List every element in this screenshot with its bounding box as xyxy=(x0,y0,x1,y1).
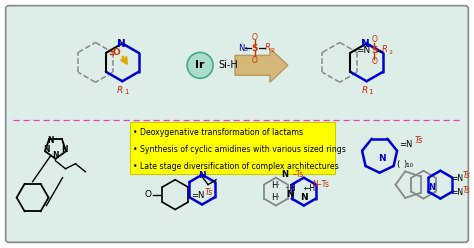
Text: N: N xyxy=(238,44,244,53)
Text: 3: 3 xyxy=(244,47,248,52)
Text: N: N xyxy=(52,151,59,160)
Text: H·: H· xyxy=(272,193,281,202)
Text: 1: 1 xyxy=(368,89,373,95)
Text: N: N xyxy=(282,170,288,179)
Text: O: O xyxy=(252,56,258,65)
Text: =N: =N xyxy=(400,140,413,149)
Text: Ts: Ts xyxy=(414,136,423,145)
Text: O: O xyxy=(145,190,152,199)
Circle shape xyxy=(187,52,213,78)
Text: =N: =N xyxy=(451,174,464,183)
Text: R: R xyxy=(117,86,123,95)
Text: R: R xyxy=(265,43,271,52)
Text: N: N xyxy=(62,145,68,154)
Text: Ts: Ts xyxy=(462,186,470,195)
Text: Ts: Ts xyxy=(205,188,214,197)
Text: =N: =N xyxy=(356,46,371,55)
FancyBboxPatch shape xyxy=(6,6,468,242)
Text: –Ts: –Ts xyxy=(293,170,304,179)
Text: O: O xyxy=(252,33,258,42)
Text: ←H: ←H xyxy=(304,184,316,193)
Text: N: N xyxy=(428,183,435,192)
Text: S: S xyxy=(371,46,377,55)
Text: N: N xyxy=(286,190,294,199)
Text: • Synthesis of cyclic amidines with various sized rings: • Synthesis of cyclic amidines with vari… xyxy=(133,145,346,154)
Text: O: O xyxy=(112,48,120,57)
Text: Si-H: Si-H xyxy=(218,60,238,70)
Text: N: N xyxy=(300,193,308,202)
Text: N: N xyxy=(361,39,370,49)
Text: Ir: Ir xyxy=(195,60,205,70)
FancyBboxPatch shape xyxy=(130,122,335,174)
Text: Ts: Ts xyxy=(462,171,470,180)
Text: 2: 2 xyxy=(388,50,392,55)
Text: R: R xyxy=(362,86,368,95)
Text: 1: 1 xyxy=(124,89,128,95)
Text: 2: 2 xyxy=(271,48,275,53)
Text: N: N xyxy=(117,39,126,49)
Text: O: O xyxy=(371,57,377,66)
Text: ··H: ··H xyxy=(284,184,296,193)
Text: N: N xyxy=(43,145,49,154)
Text: • Late stage diversification of complex architectures: • Late stage diversification of complex … xyxy=(133,162,339,171)
Text: N: N xyxy=(378,154,385,163)
Text: N: N xyxy=(47,135,54,145)
Text: N–Ts: N–Ts xyxy=(312,180,329,189)
Text: R: R xyxy=(382,45,388,54)
Text: • Deoxygenative transformation of lactams: • Deoxygenative transformation of lactam… xyxy=(133,128,303,137)
Text: =N: =N xyxy=(451,188,464,197)
Text: H·: H· xyxy=(272,181,281,190)
Text: N: N xyxy=(198,171,206,180)
Text: )₁₀: )₁₀ xyxy=(403,160,413,169)
Text: O: O xyxy=(371,35,377,44)
Text: =N: =N xyxy=(191,191,204,200)
Text: S: S xyxy=(252,44,258,53)
Text: (: ( xyxy=(396,160,399,169)
Polygon shape xyxy=(235,48,288,82)
